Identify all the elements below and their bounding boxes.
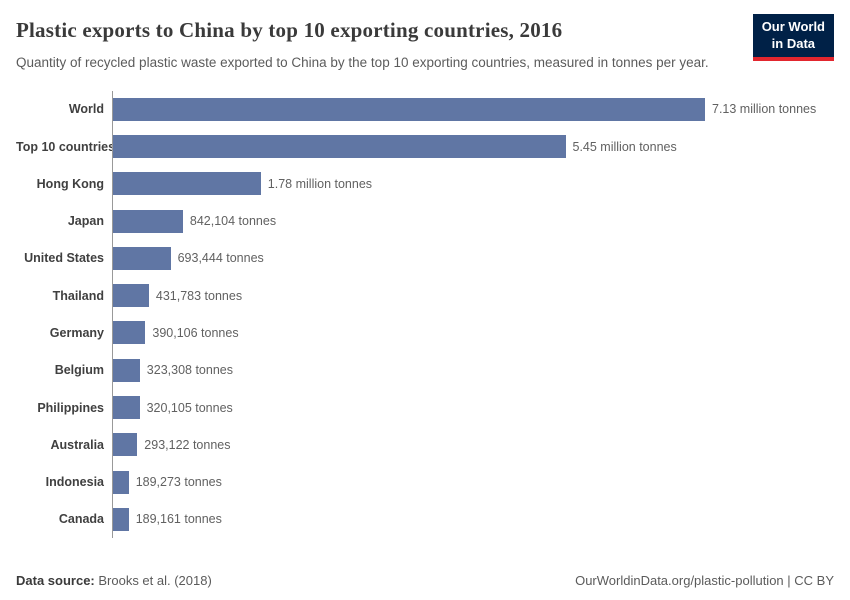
bar-track: 293,122 tonnes	[112, 426, 834, 464]
category-label: Hong Kong	[36, 176, 104, 191]
value-label: 390,106 tonnes	[152, 325, 239, 340]
bar[interactable]	[113, 172, 261, 196]
bar[interactable]	[113, 284, 149, 308]
value-label: 1.78 million tonnes	[267, 176, 373, 191]
bar-row: Philippines 320,105 tonnes	[16, 388, 834, 427]
category-label: United States	[24, 251, 104, 266]
bar-row: Canada 189,161 tonnes	[16, 500, 834, 539]
bar-track: 5.45 million tonnes	[112, 127, 834, 166]
bar[interactable]	[113, 246, 171, 270]
category-label: World	[68, 102, 104, 117]
category-label: Belgium	[54, 363, 104, 378]
bar-track: 7.13 million tonnes	[112, 90, 834, 128]
bar[interactable]	[113, 97, 705, 121]
footer-link[interactable]: OurWorldinData.org/plastic-pollution | C…	[575, 573, 834, 588]
bar-row: Australia 293,122 tonnes	[16, 426, 834, 464]
page-title: Plastic exports to China by top 10 expor…	[16, 18, 563, 42]
value-label: 7.13 million tonnes	[712, 102, 817, 117]
chart-header: Plastic exports to China by top 10 expor…	[16, 12, 834, 73]
bar-track: 189,273 tonnes	[112, 463, 834, 501]
bar[interactable]	[113, 507, 129, 531]
bar[interactable]	[113, 209, 183, 233]
value-label: 5.45 million tonnes	[572, 139, 677, 154]
bar-track: 320,105 tonnes	[112, 388, 834, 427]
bar[interactable]	[113, 135, 566, 158]
bar-row: Japan 842,104 tonnes	[16, 202, 834, 240]
chart-footer: Data source: Brooks et al. (2018) OurWor…	[16, 565, 834, 588]
bar-track: 323,308 tonnes	[112, 351, 834, 389]
bar[interactable]	[113, 321, 146, 345]
value-label: 320,105 tonnes	[146, 400, 233, 415]
category-label: Germany	[49, 325, 104, 340]
title-block: Plastic exports to China by top 10 expor…	[16, 12, 709, 73]
category-label: Japan	[67, 214, 104, 229]
bar-track: 1.78 million tonnes	[112, 165, 834, 203]
bar-row: Top 10 countries 5.45 million tonnes	[16, 127, 834, 166]
data-source: Data source: Brooks et al. (2018)	[16, 573, 212, 588]
value-label: 293,122 tonnes	[144, 437, 231, 452]
owid-logo: Our World in Data	[752, 14, 834, 61]
bar-row: Thailand 431,783 tonnes	[16, 277, 834, 315]
bar-row: United States 693,444 tonnes	[16, 239, 834, 278]
bar-track: 693,444 tonnes	[112, 239, 834, 278]
bar[interactable]	[113, 433, 138, 457]
bar[interactable]	[113, 358, 140, 382]
category-label: Thailand	[52, 288, 104, 303]
page-subtitle: Quantity of recycled plastic waste expor…	[16, 55, 709, 70]
bar-row: Indonesia 189,273 tonnes	[16, 463, 834, 501]
bar-row: World 7.13 million tonnes	[16, 90, 834, 128]
bar-track: 390,106 tonnes	[112, 314, 834, 352]
category-label: Australia	[50, 437, 105, 452]
value-label: 189,161 tonnes	[135, 512, 222, 527]
value-label: 323,308 tonnes	[146, 363, 233, 378]
owid-logo-line2: in Data	[771, 35, 816, 51]
category-label: Indonesia	[45, 475, 104, 490]
category-label: Top 10 countries	[16, 139, 116, 154]
data-source-value: Brooks et al. (2018)	[94, 573, 212, 588]
data-source-label: Data source:	[16, 573, 95, 588]
category-label: Philippines	[37, 400, 104, 415]
bar-chart: World 7.13 million tonnes Top 10 countries…	[16, 90, 834, 539]
category-label: Canada	[58, 512, 104, 527]
bar-track: 842,104 tonnes	[112, 202, 834, 240]
bar[interactable]	[113, 470, 129, 494]
bar-track: 189,161 tonnes	[112, 500, 834, 539]
value-label: 693,444 tonnes	[177, 251, 264, 266]
bar-row: Belgium 323,308 tonnes	[16, 351, 834, 389]
value-label: 189,273 tonnes	[135, 475, 222, 490]
bar-row: Hong Kong 1.78 million tonnes	[16, 165, 834, 203]
bar[interactable]	[113, 396, 140, 420]
bar-row: Germany 390,106 tonnes	[16, 314, 834, 352]
value-label: 842,104 tonnes	[189, 214, 277, 229]
bar-track: 431,783 tonnes	[112, 277, 834, 315]
owid-logo-line1: Our World	[761, 19, 825, 34]
value-label: 431,783 tonnes	[155, 288, 243, 303]
